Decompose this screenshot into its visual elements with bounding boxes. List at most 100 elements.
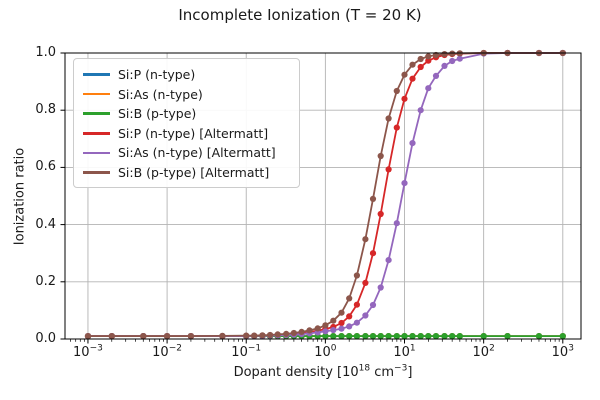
series-marker (449, 57, 456, 65)
series-marker (338, 325, 345, 332)
y-axis-label: Ionization ratio (12, 147, 28, 246)
series-marker (385, 257, 392, 264)
series-marker (298, 328, 305, 335)
series-marker (330, 327, 337, 334)
series-marker (393, 87, 400, 95)
y-tick-label: 0.4 (35, 216, 56, 232)
legend-label: Si:P (n-type) [Altermatt] (118, 125, 269, 141)
series-marker (322, 328, 329, 335)
x-axis-label: Dopant density [1018 cm−3] (65, 363, 581, 380)
legend-line-swatch (83, 171, 110, 174)
series-marker (346, 333, 353, 340)
series-marker (432, 333, 440, 340)
series-marker (274, 331, 281, 338)
series-marker (362, 236, 369, 243)
series-marker (377, 284, 384, 291)
series-marker (330, 333, 337, 340)
legend-label: Si:As (n-type) (118, 86, 203, 102)
series-marker (283, 330, 290, 337)
series-marker (559, 333, 566, 340)
chart-title: Incomplete Ionization (T = 20 K) (178, 6, 422, 24)
series-marker (425, 57, 432, 64)
series-marker (346, 295, 353, 302)
series-marker (243, 332, 250, 339)
series-marker (84, 333, 92, 340)
series-marker (401, 333, 408, 340)
series-marker (417, 55, 424, 63)
series-marker (456, 333, 463, 340)
series-marker (140, 333, 147, 340)
series-marker (504, 333, 511, 340)
series-marker (108, 333, 115, 340)
legend-item: Si:As (n-type) (83, 85, 295, 104)
legend-item: Si:B (p-type) (83, 104, 295, 123)
series-marker (425, 53, 432, 60)
y-tick-label: 0.0 (35, 331, 56, 346)
series-marker (417, 333, 424, 340)
series-marker (290, 329, 297, 337)
legend-line-swatch (83, 73, 110, 76)
series-marker (377, 210, 384, 218)
legend-item: Si:P (n-type) (83, 65, 295, 84)
x-tick-label: 101 (393, 343, 416, 360)
series-marker (353, 272, 360, 279)
legend-label: Si:P (n-type) (118, 67, 196, 82)
series-marker (314, 325, 321, 332)
series-marker (338, 319, 345, 327)
x-axis-label-sup-18: 18 (358, 363, 371, 374)
legend-box: Si:P (n-type) Si:As (n-type) Si:B (p-type)… (73, 58, 300, 188)
series-marker (409, 333, 416, 340)
series-marker (338, 309, 345, 316)
series-marker (362, 312, 369, 319)
legend-item: Si:As (n-type) [Altermatt] (83, 143, 295, 162)
series-marker (267, 331, 274, 339)
series-marker (417, 107, 424, 114)
series-marker (385, 166, 392, 173)
series-marker (362, 279, 369, 286)
series-marker (480, 333, 487, 340)
series-marker (409, 61, 416, 68)
x-axis-label-post: ] (407, 365, 413, 380)
series-marker (393, 333, 400, 340)
series-marker (401, 180, 408, 187)
series-marker (377, 333, 384, 340)
legend-item: Si:B (p-type) [Altermatt] (83, 163, 295, 182)
legend-label: Si:As (n-type) [Altermatt] (118, 145, 276, 161)
series-marker (535, 333, 543, 340)
y-tick-label: 0.6 (35, 159, 56, 175)
x-axis-label-mid: cm (370, 365, 395, 380)
series-marker (385, 333, 392, 340)
legend-line-swatch (83, 151, 110, 155)
series-marker (393, 220, 400, 227)
legend-line-swatch (83, 112, 110, 115)
series-marker (369, 301, 377, 309)
x-tick-label: 100 (314, 343, 337, 360)
series-marker (306, 327, 313, 334)
x-tick-label: 103 (551, 343, 574, 360)
series-marker (449, 333, 456, 340)
series-marker (393, 124, 400, 131)
series-marker (353, 301, 360, 308)
y-tick-label: 1.0 (35, 45, 56, 60)
series-marker (377, 152, 384, 160)
series-marker (409, 75, 416, 82)
series-marker (441, 62, 448, 69)
series-marker (346, 313, 353, 320)
series-marker (353, 333, 360, 340)
axes-spines (64, 52, 582, 340)
series-marker (219, 332, 226, 339)
x-tick-label: 102 (472, 343, 495, 360)
series-marker (164, 333, 171, 340)
series-marker (401, 95, 408, 102)
legend-label: Si:B (p-type) (118, 106, 197, 122)
series-marker (449, 50, 456, 57)
series-marker (322, 322, 329, 329)
series-marker (456, 55, 463, 62)
series-marker (251, 332, 258, 339)
series-marker (441, 51, 448, 58)
x-tick-label: 10−1 (231, 343, 262, 360)
series-marker (401, 71, 408, 78)
x-axis-label-sup-minus3: −3 (394, 363, 408, 374)
